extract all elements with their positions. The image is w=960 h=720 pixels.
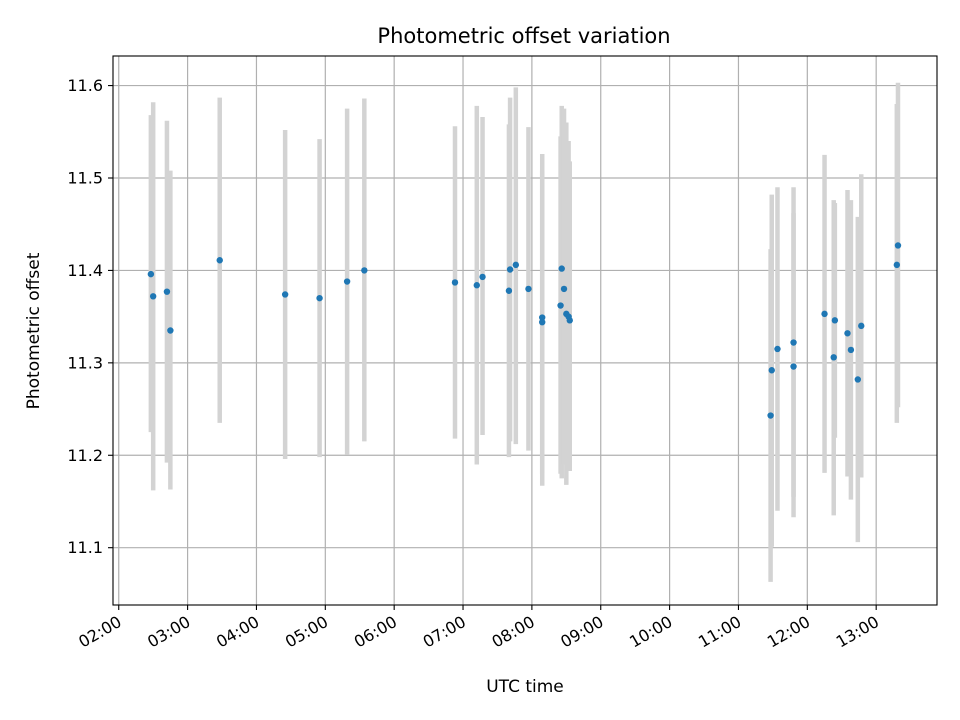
y-tick-label: 11.1	[67, 538, 103, 557]
plot-frame	[112, 55, 938, 606]
data-point	[558, 265, 565, 272]
data-point	[894, 242, 902, 249]
data-point	[506, 266, 514, 273]
data-point	[774, 345, 781, 353]
data-point	[790, 339, 797, 346]
data-point	[893, 261, 901, 269]
y-tick-label: 11.3	[67, 353, 103, 372]
data-point	[831, 317, 839, 324]
data-point	[844, 330, 851, 337]
data-point	[316, 294, 323, 302]
data-point	[768, 367, 775, 374]
data-point	[149, 293, 157, 300]
data-point	[451, 279, 459, 286]
data-point	[505, 287, 513, 294]
data-points	[147, 242, 902, 419]
data-point	[281, 291, 289, 298]
data-point	[147, 270, 155, 278]
y-tick-label: 11.4	[67, 261, 103, 280]
data-point	[560, 285, 568, 293]
data-point	[539, 314, 546, 321]
x-axis-label: UTC time	[486, 677, 564, 697]
data-point	[167, 327, 174, 334]
data-point	[858, 322, 865, 330]
data-point	[473, 282, 480, 289]
data-point	[790, 363, 797, 370]
data-point	[566, 317, 573, 324]
data-point	[539, 318, 546, 326]
data-point	[557, 302, 564, 309]
data-point	[854, 376, 862, 383]
data-point	[216, 257, 223, 264]
data-point	[343, 278, 351, 285]
data-point	[847, 346, 855, 354]
data-point	[821, 310, 828, 318]
chart-title: Photometric offset variation	[377, 24, 670, 48]
data-point	[525, 285, 532, 293]
y-axis-label: Photometric offset	[24, 252, 44, 409]
data-point	[479, 273, 486, 281]
data-point	[767, 412, 774, 419]
y-axis-ticks: 11.1 11.2 11.3 11.4 11.5 11.6	[67, 76, 113, 557]
y-tick-label: 11.2	[67, 446, 103, 465]
data-point	[830, 354, 837, 361]
y-tick-label: 11.5	[67, 169, 103, 188]
data-point	[163, 288, 171, 295]
data-point	[361, 267, 368, 274]
y-tick-label: 11.6	[67, 76, 103, 95]
grid	[113, 56, 937, 605]
data-point	[512, 261, 520, 269]
